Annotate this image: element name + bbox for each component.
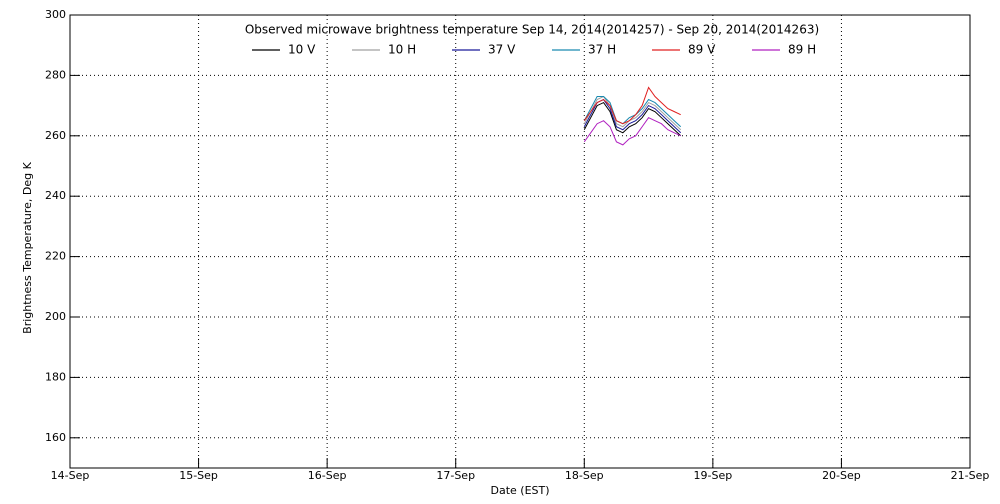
series-line (583, 95, 682, 131)
x-tick-label: 16-Sep (308, 469, 347, 482)
x-tick-label: 19-Sep (694, 469, 733, 482)
x-tick-label: 20-Sep (822, 469, 861, 482)
y-tick-label: 160 (45, 431, 66, 444)
legend-label: 10 H (388, 43, 416, 57)
legend-label: 89 H (788, 43, 816, 57)
plot-frame (69, 14, 971, 469)
y-axis-title: Brightness Temperature, Deg K (21, 161, 34, 333)
legend-label: 10 V (288, 43, 316, 57)
series-line (583, 96, 682, 128)
y-tick-label: 200 (45, 310, 66, 323)
x-tick-label: 21-Sep (951, 469, 990, 482)
series-line (583, 101, 682, 137)
y-tick-label: 180 (45, 370, 66, 383)
y-tick-label: 300 (45, 8, 66, 21)
legend-label: 37 H (588, 43, 616, 57)
series-line (583, 117, 681, 146)
x-axis-title: Date (EST) (490, 484, 549, 497)
y-tick-label: 280 (45, 68, 66, 81)
chart-title: Observed microwave brightness temperatur… (245, 23, 819, 37)
legend-label: 89 V (688, 43, 716, 57)
legend-label: 37 V (488, 43, 516, 57)
y-tick-label: 220 (45, 250, 66, 263)
x-tick-label: 14-Sep (51, 469, 90, 482)
series-line (583, 86, 681, 125)
y-tick-label: 240 (45, 189, 66, 202)
y-tick-label: 260 (45, 129, 66, 142)
x-tick-label: 18-Sep (565, 469, 604, 482)
x-tick-label: 17-Sep (436, 469, 475, 482)
x-tick-label: 15-Sep (179, 469, 218, 482)
